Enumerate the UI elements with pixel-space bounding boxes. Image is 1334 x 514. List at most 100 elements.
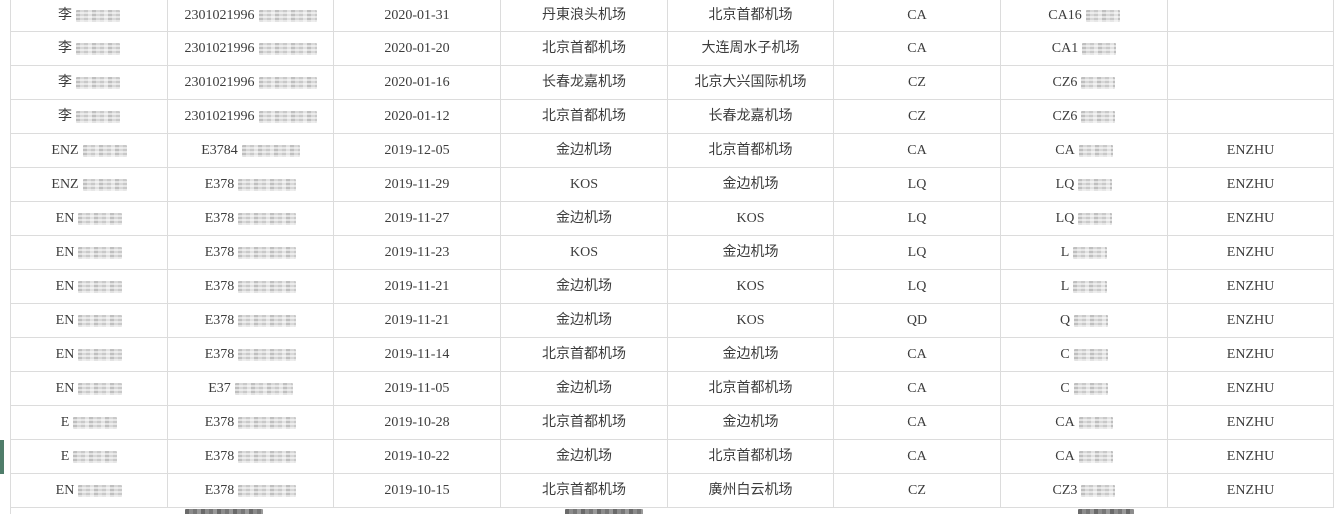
cell-flight-date[interactable]: 2019-10-22 <box>334 440 501 473</box>
cell-flight-date[interactable]: 2019-11-27 <box>334 202 501 235</box>
cell-airline-code[interactable]: CA <box>834 32 1001 65</box>
cell-remark[interactable]: ENZHU <box>1168 474 1334 507</box>
cell-id-number[interactable]: E378 <box>168 304 334 337</box>
cell-arrival-airport[interactable]: 北京首都机场 <box>668 0 834 31</box>
cell-departure-airport[interactable]: 金边机场 <box>501 202 668 235</box>
cell-remark[interactable]: ENZHU <box>1168 372 1334 405</box>
cell-departure-airport[interactable]: 丹東浪头机场 <box>501 0 668 31</box>
cell-id-number[interactable]: E378 <box>168 406 334 439</box>
cell-airline-code[interactable]: CA <box>834 0 1001 31</box>
cell-flight-date[interactable]: 2019-10-15 <box>334 474 501 507</box>
cell-id-number[interactable]: 2301021996 <box>168 0 334 31</box>
cell-airline-code[interactable]: CZ <box>834 66 1001 99</box>
cell-flight-date[interactable]: 2020-01-16 <box>334 66 501 99</box>
cell-arrival-airport[interactable]: 金边机场 <box>668 338 834 371</box>
cell-airline-code[interactable]: LQ <box>834 270 1001 303</box>
table-row[interactable]: EN E378 2019-10-15 北京首都机场 廣州白云机场 CZ CZ3 … <box>11 474 1334 508</box>
cell-flight-number[interactable]: CA1 <box>1001 32 1168 65</box>
cell-arrival-airport[interactable]: 大连周水子机场 <box>668 32 834 65</box>
cell-flight-number[interactable]: CA <box>1001 406 1168 439</box>
cell-flight-date[interactable]: 2019-11-21 <box>334 270 501 303</box>
cell-airline-code[interactable]: LQ <box>834 168 1001 201</box>
cell-airline-code[interactable]: CA <box>834 338 1001 371</box>
cell-id-number[interactable]: 2301021996 <box>168 32 334 65</box>
cell-airline-code[interactable]: LQ <box>834 202 1001 235</box>
cell-flight-number[interactable]: LQ <box>1001 168 1168 201</box>
cell-flight-number[interactable]: CA16 <box>1001 0 1168 31</box>
cell-departure-airport[interactable]: 北京首都机场 <box>501 474 668 507</box>
cell-departure-airport[interactable]: 北京首都机场 <box>501 406 668 439</box>
cell-departure-airport[interactable]: KOS <box>501 236 668 269</box>
cell-airline-code[interactable]: CA <box>834 134 1001 167</box>
cell-flight-number[interactable]: CZ6 <box>1001 100 1168 133</box>
cell-departure-airport[interactable]: 金边机场 <box>501 134 668 167</box>
cell-airline-code[interactable]: CA <box>834 440 1001 473</box>
cell-remark[interactable] <box>1168 100 1334 133</box>
cell-id-number[interactable]: 2301021996 <box>168 100 334 133</box>
cell-id-number[interactable]: E378 <box>168 168 334 201</box>
table-row[interactable]: EN E378 2019-11-21 金边机场 KOS QD Q ENZHU <box>11 304 1334 338</box>
cell-passenger-name[interactable]: 李 <box>11 66 168 99</box>
cell-departure-airport[interactable]: 金边机场 <box>501 304 668 337</box>
cell-flight-date[interactable]: 2019-10-28 <box>334 406 501 439</box>
cell-arrival-airport[interactable]: 廣州白云机场 <box>668 474 834 507</box>
cell-passenger-name[interactable]: EN <box>11 304 168 337</box>
cell-passenger-name[interactable]: EN <box>11 338 168 371</box>
cell-departure-airport[interactable]: 金边机场 <box>501 440 668 473</box>
cell-flight-number[interactable]: CA <box>1001 134 1168 167</box>
cell-id-number[interactable]: E378 <box>168 236 334 269</box>
cell-remark[interactable]: ENZHU <box>1168 270 1334 303</box>
cell-flight-number[interactable]: L <box>1001 270 1168 303</box>
cell-arrival-airport[interactable]: 北京大兴国际机场 <box>668 66 834 99</box>
cell-passenger-name[interactable]: 李 <box>11 32 168 65</box>
cell-flight-date[interactable]: 2020-01-20 <box>334 32 501 65</box>
cell-arrival-airport[interactable]: 金边机场 <box>668 406 834 439</box>
cell-flight-number[interactable]: L <box>1001 236 1168 269</box>
table-row[interactable]: EN E378 2019-11-14 北京首都机场 金边机场 CA C ENZH… <box>11 338 1334 372</box>
cell-remark[interactable]: ENZHU <box>1168 134 1334 167</box>
table-row[interactable]: 李 2301021996 2020-01-20 北京首都机场 大连周水子机场 C… <box>11 32 1334 66</box>
cell-passenger-name[interactable]: EN <box>11 202 168 235</box>
cell-departure-airport[interactable]: 长春龙嘉机场 <box>501 66 668 99</box>
cell-id-number[interactable]: E378 <box>168 474 334 507</box>
cell-passenger-name[interactable]: ENZ <box>11 168 168 201</box>
cell-remark[interactable]: ENZHU <box>1168 202 1334 235</box>
table-row[interactable]: E E378 2019-10-28 北京首都机场 金边机场 CA CA ENZH… <box>11 406 1334 440</box>
table-row[interactable]: EN E378 2019-11-27 金边机场 KOS LQ LQ ENZHU <box>11 202 1334 236</box>
cell-flight-date[interactable]: 2020-01-12 <box>334 100 501 133</box>
cell-remark[interactable]: ENZHU <box>1168 236 1334 269</box>
cell-airline-code[interactable]: CA <box>834 372 1001 405</box>
cell-id-number[interactable]: E378 <box>168 202 334 235</box>
cell-remark[interactable] <box>1168 66 1334 99</box>
cell-arrival-airport[interactable]: 北京首都机场 <box>668 134 834 167</box>
cell-flight-number[interactable]: C <box>1001 338 1168 371</box>
cell-airline-code[interactable]: CA <box>834 406 1001 439</box>
table-row[interactable]: 李 2301021996 2020-01-31 丹東浪头机场 北京首都机场 CA… <box>11 0 1334 32</box>
table-row[interactable]: ENZ E3784 2019-12-05 金边机场 北京首都机场 CA CA E… <box>11 134 1334 168</box>
cell-arrival-airport[interactable]: 长春龙嘉机场 <box>668 100 834 133</box>
cell-id-number[interactable]: E37 <box>168 372 334 405</box>
cell-departure-airport[interactable]: 北京首都机场 <box>501 100 668 133</box>
cell-passenger-name[interactable]: E <box>11 406 168 439</box>
cell-departure-airport[interactable]: 金边机场 <box>501 372 668 405</box>
cell-passenger-name[interactable]: ENZ <box>11 134 168 167</box>
cell-passenger-name[interactable]: EN <box>11 236 168 269</box>
cell-remark[interactable]: ENZHU <box>1168 304 1334 337</box>
cell-flight-date[interactable]: 2019-11-21 <box>334 304 501 337</box>
cell-flight-date[interactable]: 2019-12-05 <box>334 134 501 167</box>
cell-flight-date[interactable]: 2019-11-29 <box>334 168 501 201</box>
cell-id-number[interactable]: E378 <box>168 440 334 473</box>
cell-remark[interactable] <box>1168 32 1334 65</box>
cell-flight-number[interactable]: LQ <box>1001 202 1168 235</box>
cell-remark[interactable]: ENZHU <box>1168 168 1334 201</box>
cell-remark[interactable] <box>1168 0 1334 31</box>
cell-passenger-name[interactable]: EN <box>11 270 168 303</box>
table-row[interactable]: EN E378 2019-11-23 KOS 金边机场 LQ L ENZHU <box>11 236 1334 270</box>
cell-passenger-name[interactable]: EN <box>11 474 168 507</box>
cell-passenger-name[interactable]: 李 <box>11 100 168 133</box>
cell-airline-code[interactable]: CZ <box>834 100 1001 133</box>
cell-arrival-airport[interactable]: 金边机场 <box>668 168 834 201</box>
cell-flight-date[interactable]: 2019-11-14 <box>334 338 501 371</box>
cell-flight-number[interactable]: CA <box>1001 440 1168 473</box>
cell-arrival-airport[interactable]: 金边机场 <box>668 236 834 269</box>
